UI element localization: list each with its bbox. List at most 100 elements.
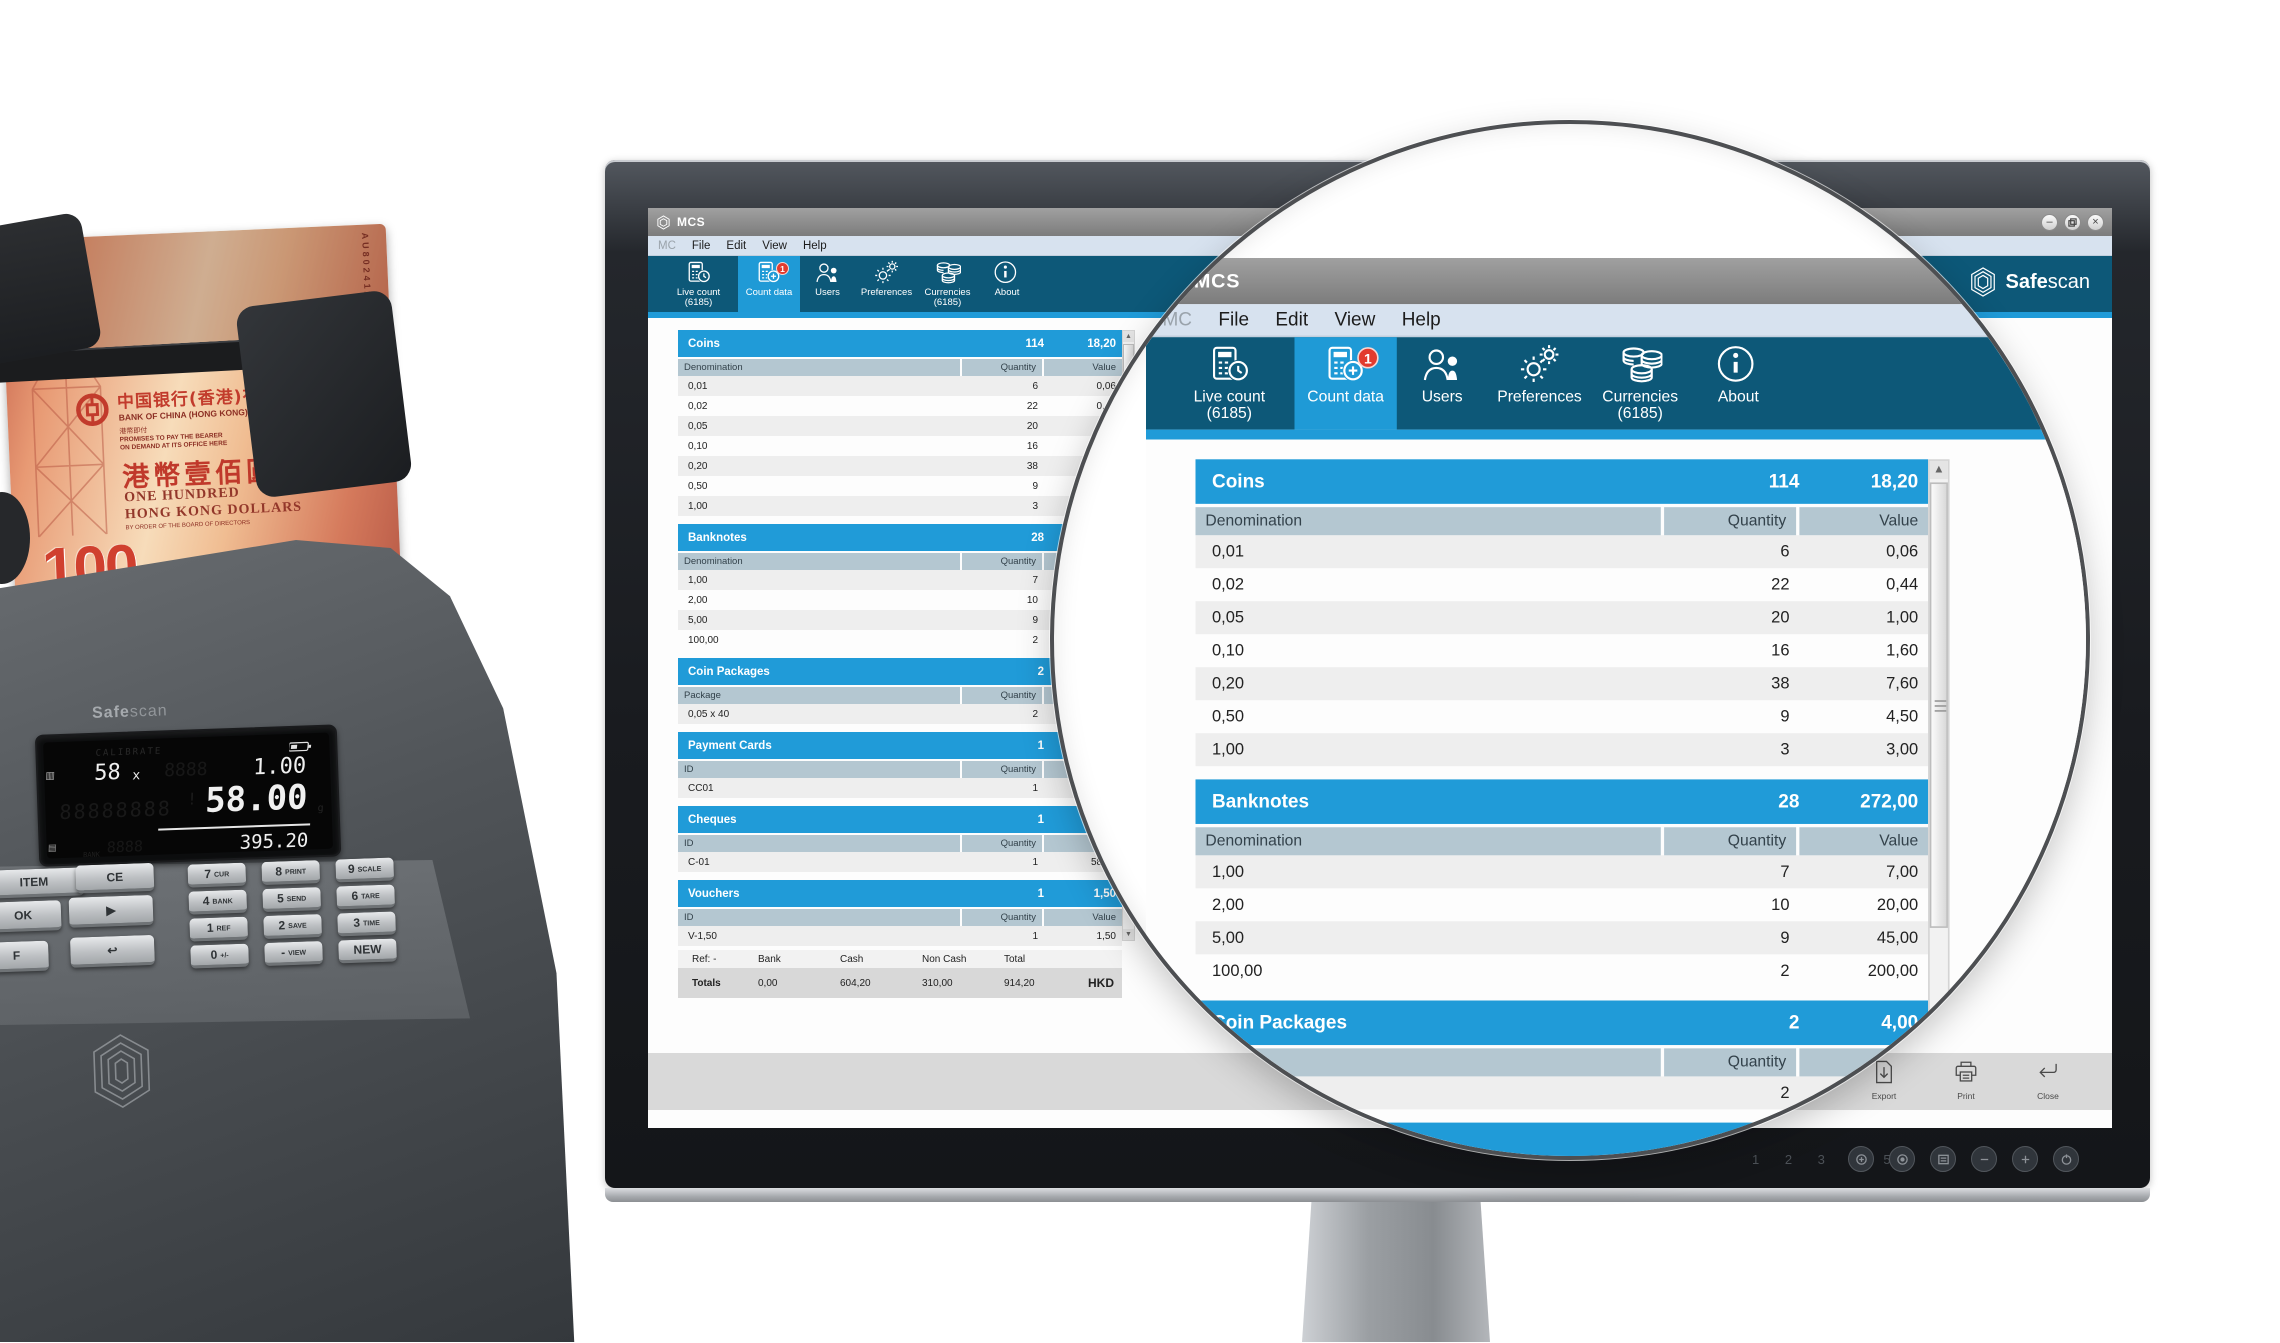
table-row[interactable]: 0,05 x 40 2 4,00 bbox=[1195, 1076, 1929, 1110]
section-header[interactable]: Coins 114 18,20 bbox=[678, 330, 1122, 357]
menu-item-view[interactable]: View bbox=[762, 239, 787, 252]
toolbar-button-about[interactable]: About bbox=[977, 256, 1037, 312]
column-header-denomination[interactable]: Denomination bbox=[678, 553, 960, 570]
toolbar-button-currencies[interactable]: Currencies (6185) bbox=[920, 256, 975, 312]
scrollbar-thumb[interactable] bbox=[1929, 482, 1948, 928]
menu-item-help[interactable]: Help bbox=[802, 239, 827, 252]
table-row[interactable]: 1,00 7 7,00 bbox=[1195, 855, 1929, 889]
column-header-value[interactable]: Value bbox=[1044, 359, 1122, 376]
section-header[interactable]: Cheques158,50 bbox=[678, 806, 1122, 833]
toolbar-button-about[interactable]: About bbox=[1689, 337, 1788, 429]
key-7-cur[interactable]: 7 CUR bbox=[187, 862, 247, 888]
key-8-print[interactable]: 8 PRINT bbox=[261, 860, 321, 886]
column-header-denomination[interactable]: Denomination bbox=[1195, 827, 1661, 856]
scroll-down-arrow[interactable]: ▼ bbox=[1123, 929, 1134, 940]
column-header-id[interactable]: ID bbox=[678, 835, 960, 852]
menu-item-file[interactable]: File bbox=[1218, 309, 1249, 330]
menu-item-help[interactable]: Help bbox=[1401, 309, 1441, 330]
key-view[interactable]: - VIEW bbox=[264, 941, 323, 967]
power-icon[interactable] bbox=[2053, 1146, 2079, 1172]
vertical-scrollbar[interactable]: ▲ ▼ bbox=[1928, 459, 1950, 1156]
key-3-time[interactable]: 3 TIME bbox=[337, 911, 397, 937]
column-header-id[interactable]: ID bbox=[678, 761, 960, 778]
column-header-value[interactable]: Value bbox=[1044, 909, 1122, 926]
table-row[interactable]: 0,01 6 0,06 bbox=[678, 376, 1122, 396]
key-ce[interactable]: CE bbox=[75, 862, 155, 894]
table-row[interactable]: C-01158,50 bbox=[678, 852, 1122, 872]
column-header-package[interactable]: Package bbox=[678, 687, 960, 704]
column-header-value[interactable]: Value bbox=[1799, 1048, 1929, 1077]
key-[interactable]: ▶ bbox=[68, 894, 154, 928]
menu-item-edit[interactable]: Edit bbox=[726, 239, 747, 252]
menu-item-edit[interactable]: Edit bbox=[1275, 309, 1309, 330]
key-ok[interactable]: OK bbox=[0, 900, 62, 933]
toolbar-button-live-count[interactable]: Live count (6185) bbox=[660, 256, 737, 312]
key-item[interactable]: ITEM bbox=[0, 867, 85, 899]
toolbar-button-preferences[interactable]: Preferences bbox=[855, 256, 918, 312]
scroll-up-arrow[interactable]: ▲ bbox=[1929, 460, 1948, 480]
window-titlebar[interactable]: MCS – × bbox=[1146, 258, 2086, 305]
toolbar-button-live-count[interactable]: Live count (6185) bbox=[1166, 337, 1293, 429]
key-9-scale[interactable]: 9 SCALE bbox=[335, 857, 395, 883]
column-header-quantity[interactable]: Quantity bbox=[962, 761, 1042, 778]
restore-button[interactable] bbox=[2064, 213, 2081, 231]
key-6-tare[interactable]: 6 TARE bbox=[336, 884, 396, 910]
column-header-quantity[interactable]: Quantity bbox=[962, 359, 1042, 376]
column-header-quantity[interactable]: Quantity bbox=[1664, 1048, 1797, 1077]
column-header-quantity[interactable]: Quantity bbox=[962, 835, 1042, 852]
column-header-value[interactable]: Value bbox=[1799, 507, 1929, 536]
column-header-value[interactable]: Value bbox=[1799, 827, 1929, 856]
table-row[interactable]: 2,00 10 20,00 bbox=[1196, 888, 1929, 921]
column-header-denomination[interactable]: Denomination bbox=[1195, 507, 1661, 536]
column-header-quantity[interactable]: Quantity bbox=[1664, 827, 1797, 856]
toolbar-button-currencies[interactable]: Currencies (6185) bbox=[1595, 337, 1686, 429]
key-5-send[interactable]: 5 SEND bbox=[262, 887, 322, 913]
scroll-up-arrow[interactable]: ▲ bbox=[1123, 331, 1134, 342]
key-2-save[interactable]: 2 SAVE bbox=[263, 914, 323, 940]
column-header-quantity[interactable]: Quantity bbox=[1664, 507, 1797, 536]
close-button[interactable]: × bbox=[2087, 213, 2104, 231]
toolbar-button-count-data[interactable]: 1 Count data bbox=[738, 256, 800, 312]
table-row[interactable]: 5,00 9 45,00 bbox=[1195, 921, 1929, 955]
table-row[interactable]: CC011250,00 bbox=[678, 778, 1122, 798]
key-[interactable]: ↩ bbox=[69, 934, 155, 968]
minimize-button[interactable]: – bbox=[2041, 213, 2058, 231]
menu-item-view[interactable]: View bbox=[1334, 309, 1376, 330]
section-header[interactable]: Vouchers 1 1,50 bbox=[678, 880, 1122, 907]
key-f[interactable]: F bbox=[0, 940, 50, 973]
toolbar-button-users[interactable]: Users bbox=[802, 256, 853, 312]
toolbar-button-count-data[interactable]: 1 Count data bbox=[1294, 337, 1397, 430]
key-4-bank[interactable]: 4 BANK bbox=[188, 889, 248, 915]
column-header-quantity[interactable]: Quantity bbox=[962, 553, 1042, 570]
table-row[interactable]: 100,00 2 200,00 bbox=[1196, 954, 1929, 987]
column-header-quantity[interactable]: Quantity bbox=[962, 909, 1042, 926]
menu-item-file[interactable]: File bbox=[691, 239, 711, 252]
key-1-ref[interactable]: 1 REF bbox=[189, 916, 249, 942]
column-header-denomination[interactable]: Denomination bbox=[678, 359, 960, 376]
table-row[interactable]: 0,01 6 0,06 bbox=[1195, 535, 1929, 569]
section-header[interactable]: Coins 114 18,20 bbox=[1195, 459, 1929, 504]
table-row[interactable]: V-1,50 1 1,50 bbox=[678, 926, 1122, 946]
column-header-package[interactable]: Package bbox=[1195, 1048, 1661, 1077]
key-new[interactable]: NEW bbox=[338, 938, 397, 964]
key-0[interactable]: 0 +/- bbox=[190, 943, 250, 969]
toolbar-button-users[interactable]: Users bbox=[1400, 337, 1484, 429]
